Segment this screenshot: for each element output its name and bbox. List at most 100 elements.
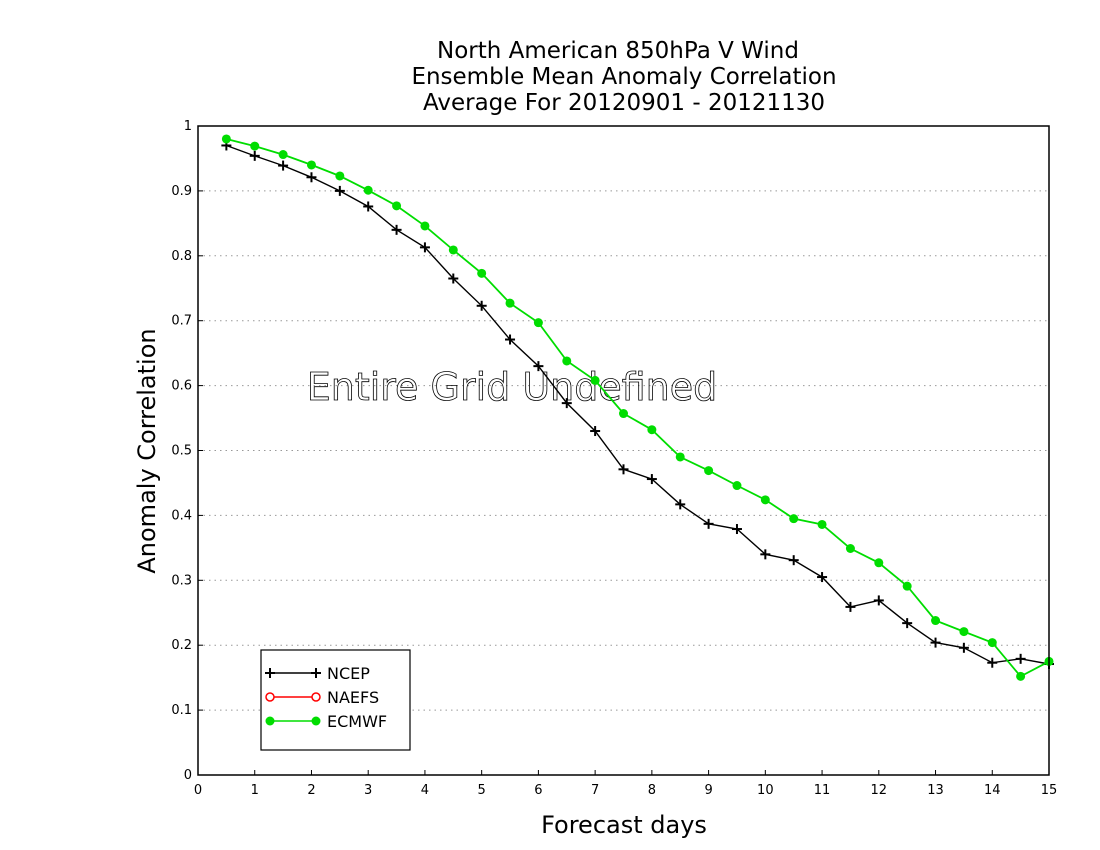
data-point-ecmwf bbox=[959, 627, 969, 637]
data-point-ecmwf bbox=[732, 481, 742, 491]
undefined-grid-annotation: Entire Grid Undefined bbox=[307, 365, 718, 409]
data-point-ecmwf bbox=[420, 221, 430, 231]
data-point-ncep bbox=[363, 201, 374, 212]
data-point-ncep bbox=[788, 555, 799, 566]
data-point-ncep bbox=[419, 242, 430, 253]
data-point-ecmwf bbox=[250, 141, 260, 151]
legend-marker-ncep bbox=[311, 668, 321, 678]
y-tick-label: 0.5 bbox=[171, 444, 192, 459]
series-line-ecmwf bbox=[226, 138, 1050, 678]
y-tick-label: 1 bbox=[184, 119, 192, 134]
plot-frame bbox=[197, 125, 1050, 776]
data-point-ncep bbox=[646, 474, 657, 485]
legend-marker-ncep bbox=[265, 668, 275, 678]
data-point-ecmwf bbox=[335, 171, 345, 181]
y-tick-label: 0.3 bbox=[171, 573, 192, 588]
data-point-ecmwf bbox=[533, 318, 543, 328]
legend-label-ecmwf: ECMWF bbox=[327, 712, 387, 731]
data-point-ecmwf bbox=[363, 185, 373, 195]
legend-label-naefs: NAEFS bbox=[327, 688, 379, 707]
data-point-ncep bbox=[249, 150, 260, 161]
x-axis-label: Forecast days bbox=[541, 811, 707, 839]
x-tick-label: 0 bbox=[194, 783, 202, 798]
chart-title-line-1: North American 850hPa V Wind bbox=[437, 38, 799, 64]
legend-marker-ecmwf bbox=[265, 716, 275, 726]
legend-entry-naefs: NAEFS bbox=[265, 688, 379, 707]
y-tick-label: 0 bbox=[184, 768, 192, 783]
data-point-ncep bbox=[505, 334, 516, 345]
data-point-ecmwf bbox=[448, 245, 458, 255]
legend-entry-ecmwf: ECMWF bbox=[265, 712, 387, 731]
data-point-ncep bbox=[873, 595, 884, 606]
legend-marker-naefs bbox=[311, 692, 321, 702]
x-tick-label: 4 bbox=[421, 783, 429, 798]
data-point-ncep bbox=[1015, 653, 1026, 664]
tick-layer: 00.10.20.30.40.50.60.70.80.910 1 2 3 4 5 6 7 8 9 1… bbox=[171, 119, 1057, 798]
x-tick-label: 9 bbox=[704, 783, 712, 798]
data-point-ncep bbox=[703, 518, 714, 529]
data-point-ecmwf bbox=[902, 581, 912, 591]
data-point-ecmwf bbox=[760, 495, 770, 505]
y-tick-label: 0.4 bbox=[171, 508, 192, 523]
series-ecmwf bbox=[221, 134, 1054, 681]
x-tick-label: 15 bbox=[1041, 783, 1058, 798]
x-tick-label: 2 bbox=[307, 783, 315, 798]
data-point-ncep bbox=[533, 361, 544, 372]
data-point-ncep bbox=[845, 601, 856, 612]
legend-entries: NCEP NAEFS ECMWF bbox=[265, 664, 387, 731]
data-point-ncep bbox=[760, 549, 771, 560]
chart-title-line-3: Average For 20120901 - 20121130 bbox=[423, 90, 825, 116]
data-point-ncep bbox=[930, 637, 941, 648]
legend-marker-naefs bbox=[265, 692, 275, 702]
legend-entry-ncep: NCEP bbox=[265, 664, 370, 683]
data-point-ecmwf bbox=[675, 452, 685, 462]
x-tick-label: 3 bbox=[364, 783, 372, 798]
data-point-ecmwf bbox=[789, 514, 799, 524]
data-point-ecmwf bbox=[931, 616, 941, 626]
y-tick-label: 0.8 bbox=[171, 249, 192, 264]
data-point-ncep bbox=[675, 499, 686, 510]
chart-title-line-2: Ensemble Mean Anomaly Correlation bbox=[411, 64, 836, 90]
data-point-ecmwf bbox=[562, 356, 572, 366]
y-tick-label: 0.9 bbox=[171, 184, 192, 199]
legend-marker-ecmwf bbox=[311, 716, 321, 726]
y-tick-label: 0.6 bbox=[171, 379, 192, 394]
data-point-ncep bbox=[618, 464, 629, 475]
x-tick-label: 6 bbox=[534, 783, 542, 798]
data-point-ecmwf bbox=[278, 150, 288, 160]
x-tick-label: 14 bbox=[984, 783, 1001, 798]
data-point-ncep bbox=[448, 273, 459, 284]
legend-label-ncep: NCEP bbox=[327, 664, 370, 683]
data-point-ecmwf bbox=[845, 543, 855, 553]
data-point-ncep bbox=[334, 185, 345, 196]
x-tick-label: 5 bbox=[478, 783, 486, 798]
data-point-ecmwf bbox=[1016, 671, 1026, 681]
x-tick-label: 10 bbox=[757, 783, 774, 798]
x-tick-label: 12 bbox=[871, 783, 888, 798]
series-ncep bbox=[221, 140, 1054, 670]
legend: NCEP NAEFS ECMWF bbox=[260, 649, 411, 751]
data-point-ecmwf bbox=[704, 466, 714, 476]
x-tick-label: 11 bbox=[814, 783, 831, 798]
y-tick-label: 0.7 bbox=[171, 314, 192, 329]
data-point-ecmwf bbox=[817, 519, 827, 529]
data-point-ncep bbox=[306, 172, 317, 183]
data-point-ncep bbox=[902, 618, 913, 629]
data-point-ecmwf bbox=[647, 425, 657, 435]
data-point-ecmwf bbox=[392, 201, 402, 211]
series-line-ncep bbox=[226, 144, 1050, 665]
data-point-ncep bbox=[278, 160, 289, 171]
data-point-ecmwf bbox=[306, 160, 316, 170]
data-point-ecmwf bbox=[874, 558, 884, 568]
y-tick-label: 0.2 bbox=[171, 638, 192, 653]
x-tick-label: 7 bbox=[591, 783, 599, 798]
data-point-ncep bbox=[391, 224, 402, 235]
data-point-ecmwf bbox=[590, 375, 600, 385]
data-point-ncep bbox=[817, 572, 828, 583]
data-point-ecmwf bbox=[619, 409, 628, 419]
legend-box bbox=[260, 649, 411, 751]
x-tick-label: 8 bbox=[648, 783, 656, 798]
y-tick-label: 0.1 bbox=[171, 703, 192, 718]
data-point-ecmwf bbox=[505, 298, 515, 308]
